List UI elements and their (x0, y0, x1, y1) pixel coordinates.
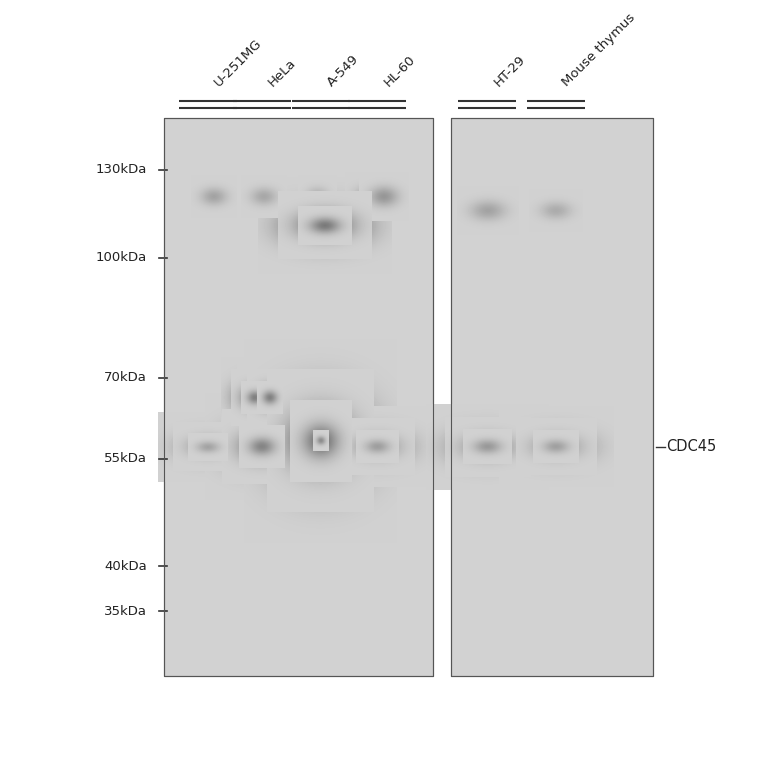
Text: HL-60: HL-60 (381, 52, 418, 89)
Text: 55kDa: 55kDa (104, 452, 147, 465)
Text: 100kDa: 100kDa (96, 251, 147, 264)
Text: Mouse thymus: Mouse thymus (560, 11, 638, 89)
Bar (451, 118, 653, 676)
Text: HeLa: HeLa (266, 56, 299, 89)
Text: A-549: A-549 (325, 52, 361, 89)
Text: 35kDa: 35kDa (104, 604, 147, 617)
Text: CDC45: CDC45 (666, 439, 717, 455)
Bar (451, 118, 653, 676)
Text: 130kDa: 130kDa (96, 163, 147, 176)
Bar (164, 118, 433, 676)
Text: HT-29: HT-29 (491, 52, 528, 89)
Text: U-251MG: U-251MG (212, 36, 264, 89)
Text: 70kDa: 70kDa (104, 371, 147, 384)
Bar (164, 118, 433, 676)
Text: 40kDa: 40kDa (104, 559, 147, 572)
